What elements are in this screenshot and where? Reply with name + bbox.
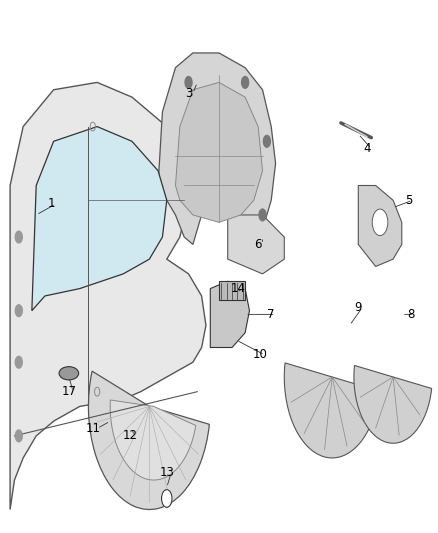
Text: 10: 10 xyxy=(253,349,268,361)
Text: 5: 5 xyxy=(405,193,412,207)
Wedge shape xyxy=(284,363,379,458)
PathPatch shape xyxy=(10,83,206,510)
Text: 8: 8 xyxy=(407,308,414,321)
Circle shape xyxy=(263,135,270,147)
Text: 1: 1 xyxy=(48,197,55,211)
Circle shape xyxy=(372,209,388,236)
PathPatch shape xyxy=(210,281,250,348)
Text: 3: 3 xyxy=(185,87,192,100)
Circle shape xyxy=(15,231,22,243)
Wedge shape xyxy=(88,371,209,510)
Text: 13: 13 xyxy=(159,466,174,479)
Wedge shape xyxy=(110,400,196,480)
PathPatch shape xyxy=(32,126,167,311)
Text: 4: 4 xyxy=(363,142,371,155)
Text: 14: 14 xyxy=(231,282,246,295)
Text: 11: 11 xyxy=(85,422,100,435)
Wedge shape xyxy=(354,366,432,443)
Text: 9: 9 xyxy=(354,301,362,313)
Circle shape xyxy=(185,77,192,88)
Circle shape xyxy=(15,305,22,317)
Text: 7: 7 xyxy=(268,308,275,321)
Circle shape xyxy=(259,209,266,221)
Text: 6: 6 xyxy=(254,238,262,251)
FancyBboxPatch shape xyxy=(219,281,245,300)
Circle shape xyxy=(15,430,22,442)
PathPatch shape xyxy=(176,83,262,222)
Circle shape xyxy=(15,357,22,368)
Text: 12: 12 xyxy=(122,430,137,442)
Ellipse shape xyxy=(59,367,79,380)
Circle shape xyxy=(242,77,249,88)
Text: 17: 17 xyxy=(61,385,76,398)
PathPatch shape xyxy=(228,215,284,274)
PathPatch shape xyxy=(158,53,276,259)
PathPatch shape xyxy=(358,185,402,266)
Circle shape xyxy=(162,490,172,507)
